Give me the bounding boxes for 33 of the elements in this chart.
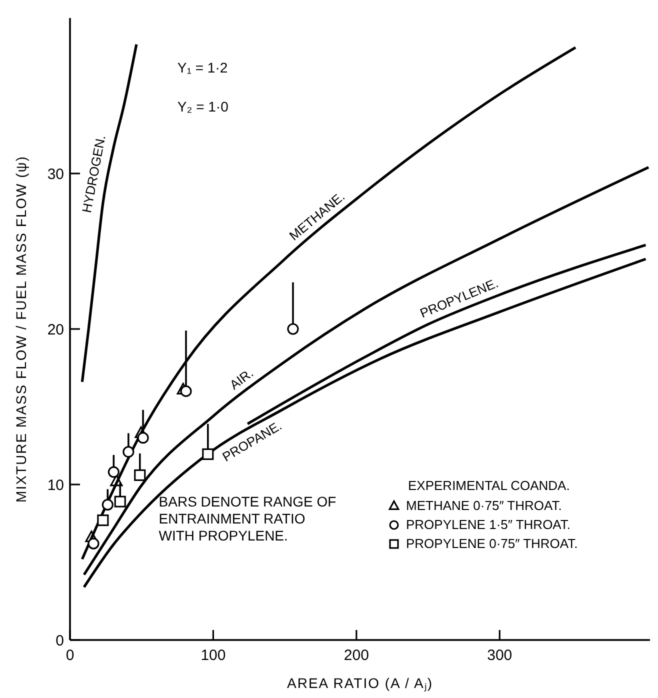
legend-label: METHANE 0·75″ THROAT. (406, 498, 562, 513)
line-series (80, 46, 577, 560)
y-tick-label: 10 (47, 476, 64, 494)
y-axis-title: MIXTURE MASS FLOW / FUEL MASS FLOW (ψ) (13, 156, 29, 502)
point (122, 446, 134, 458)
point (287, 323, 299, 335)
x-tick-label: 300 (487, 647, 512, 664)
point (97, 514, 109, 526)
y-tick-label: 0 (56, 632, 64, 650)
point (110, 474, 123, 486)
x-tick-label: 0 (66, 647, 74, 664)
point (180, 385, 192, 397)
line-series (80, 43, 138, 384)
annotation: Y₂ = 1·0 (177, 98, 229, 114)
annotation: Y₁ = 1·2 (177, 59, 228, 76)
x-tick-label: 100 (200, 647, 226, 664)
point (102, 498, 114, 511)
point (108, 466, 120, 478)
point (202, 448, 214, 460)
point (88, 538, 100, 550)
annotation: BARS DENOTE RANGE OF ENTRAINMENT RATIO WITH PROPYLENE. (158, 493, 336, 544)
x-axis-title: AREA RATIO (A / Aⱼ) (287, 675, 433, 692)
point (114, 496, 126, 508)
legend-label: PROPYLENE 1·5″ THROAT. (406, 517, 570, 532)
point (137, 432, 149, 444)
y-tick-label: 20 (47, 321, 64, 338)
point (134, 469, 146, 481)
legend-title: EXPERIMENTAL COANDA. (408, 478, 570, 493)
legend-label: PROPYLENE 0·75″ THROAT. (406, 536, 578, 551)
x-tick-label: 200 (344, 647, 369, 664)
text: AIR. (226, 365, 256, 393)
point (85, 530, 98, 542)
y-tick-label: 30 (47, 166, 64, 183)
